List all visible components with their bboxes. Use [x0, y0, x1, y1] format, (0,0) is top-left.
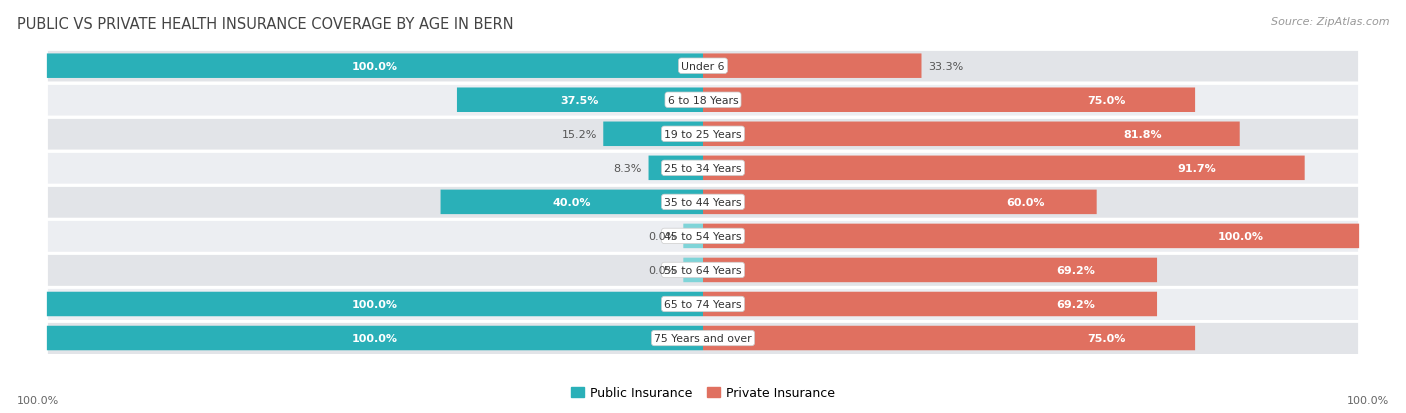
Text: 25 to 34 Years: 25 to 34 Years [664, 164, 742, 173]
Text: Under 6: Under 6 [682, 62, 724, 71]
Text: 100.0%: 100.0% [17, 395, 59, 405]
Text: 65 to 74 Years: 65 to 74 Years [664, 299, 742, 309]
Text: 69.2%: 69.2% [1056, 299, 1095, 309]
Text: 6 to 18 Years: 6 to 18 Years [668, 95, 738, 105]
FancyBboxPatch shape [46, 83, 1360, 117]
FancyBboxPatch shape [603, 122, 703, 147]
FancyBboxPatch shape [648, 156, 703, 180]
FancyBboxPatch shape [703, 258, 1157, 282]
Text: Source: ZipAtlas.com: Source: ZipAtlas.com [1271, 17, 1389, 26]
Text: 37.5%: 37.5% [561, 95, 599, 105]
Text: 55 to 64 Years: 55 to 64 Years [664, 265, 742, 275]
Text: 15.2%: 15.2% [561, 129, 596, 140]
FancyBboxPatch shape [46, 321, 1360, 355]
Text: 8.3%: 8.3% [613, 164, 643, 173]
Text: 100.0%: 100.0% [352, 333, 398, 343]
FancyBboxPatch shape [46, 253, 1360, 287]
FancyBboxPatch shape [703, 292, 1157, 316]
Text: PUBLIC VS PRIVATE HEALTH INSURANCE COVERAGE BY AGE IN BERN: PUBLIC VS PRIVATE HEALTH INSURANCE COVER… [17, 17, 513, 31]
Legend: Public Insurance, Private Insurance: Public Insurance, Private Insurance [567, 381, 839, 404]
Text: 100.0%: 100.0% [352, 62, 398, 71]
Text: 60.0%: 60.0% [1007, 197, 1045, 207]
FancyBboxPatch shape [46, 117, 1360, 152]
Text: 45 to 54 Years: 45 to 54 Years [664, 231, 742, 241]
Text: 33.3%: 33.3% [928, 62, 963, 71]
Text: 75.0%: 75.0% [1087, 95, 1126, 105]
Text: 19 to 25 Years: 19 to 25 Years [664, 129, 742, 140]
FancyBboxPatch shape [46, 50, 1360, 83]
FancyBboxPatch shape [457, 88, 703, 113]
FancyBboxPatch shape [703, 326, 1195, 350]
FancyBboxPatch shape [46, 152, 1360, 185]
FancyBboxPatch shape [703, 224, 1360, 249]
Text: 81.8%: 81.8% [1123, 129, 1163, 140]
Text: 75.0%: 75.0% [1087, 333, 1126, 343]
Text: 69.2%: 69.2% [1056, 265, 1095, 275]
Text: 100.0%: 100.0% [1218, 231, 1264, 241]
Text: 75 Years and over: 75 Years and over [654, 333, 752, 343]
FancyBboxPatch shape [703, 190, 1097, 215]
Text: 91.7%: 91.7% [1177, 164, 1216, 173]
Text: 100.0%: 100.0% [1347, 395, 1389, 405]
FancyBboxPatch shape [703, 55, 921, 79]
Text: 0.0%: 0.0% [648, 231, 676, 241]
Text: 35 to 44 Years: 35 to 44 Years [664, 197, 742, 207]
FancyBboxPatch shape [703, 156, 1305, 180]
FancyBboxPatch shape [683, 224, 703, 249]
FancyBboxPatch shape [46, 292, 703, 316]
FancyBboxPatch shape [440, 190, 703, 215]
FancyBboxPatch shape [46, 185, 1360, 219]
Text: 100.0%: 100.0% [352, 299, 398, 309]
FancyBboxPatch shape [703, 88, 1195, 113]
FancyBboxPatch shape [46, 287, 1360, 321]
Text: 40.0%: 40.0% [553, 197, 591, 207]
FancyBboxPatch shape [683, 258, 703, 282]
FancyBboxPatch shape [46, 219, 1360, 253]
Text: 0.0%: 0.0% [648, 265, 676, 275]
FancyBboxPatch shape [46, 55, 703, 79]
FancyBboxPatch shape [46, 326, 703, 350]
FancyBboxPatch shape [703, 122, 1240, 147]
